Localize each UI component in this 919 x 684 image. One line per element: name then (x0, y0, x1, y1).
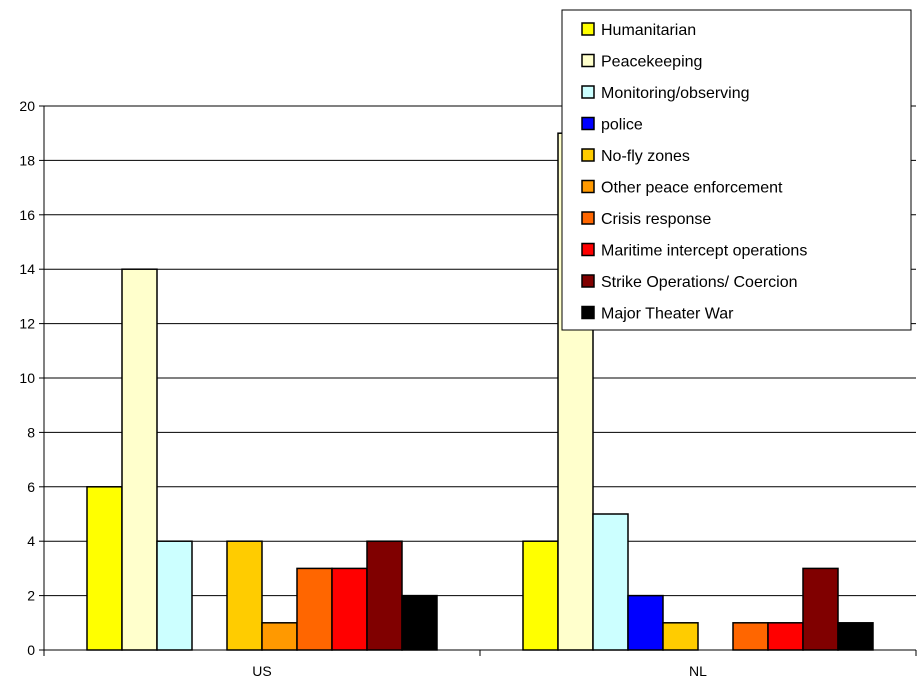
bar (156, 540, 193, 651)
legend-label: Humanitarian (601, 22, 696, 39)
legend-swatch (581, 85, 595, 99)
legend-label: police (601, 117, 643, 134)
y-tick-label: 10 (19, 370, 35, 386)
legend-label: No-fly zones (601, 148, 690, 165)
legend-label: Major Theater War (601, 306, 734, 323)
bars (86, 132, 874, 651)
legend-swatch (581, 53, 595, 68)
x-tick-label: NL (689, 663, 707, 679)
legend-swatch (581, 116, 595, 131)
legend-swatch (581, 179, 595, 194)
x-axis-ticks: US NL (43, 650, 917, 679)
y-tick-label: 18 (19, 152, 35, 168)
legend-swatch (581, 305, 595, 320)
legend-swatch (581, 211, 595, 225)
legend-swatch (581, 274, 595, 288)
y-tick-label: 14 (19, 261, 35, 277)
y-axis-ticks: 0 2 4 6 8 10 12 14 16 18 20 (19, 98, 44, 658)
bar (732, 622, 769, 651)
bar (837, 622, 874, 651)
legend-swatch (581, 148, 595, 162)
y-tick-label: 12 (19, 316, 35, 332)
bar (86, 486, 123, 651)
legend: Humanitarian Peacekeeping Monitoring/obser… (561, 9, 912, 331)
y-tick-label: 2 (27, 588, 35, 604)
bar (802, 567, 839, 651)
legend-swatch (581, 22, 595, 36)
legend-box (561, 9, 912, 331)
bar (261, 622, 298, 651)
y-tick-label: 8 (27, 424, 35, 440)
bar (226, 540, 263, 651)
y-tick-label: 16 (19, 207, 35, 223)
legend-label: Maritime intercept operations (601, 243, 807, 260)
bar (627, 594, 664, 651)
bar (121, 268, 158, 651)
y-tick-label: 4 (27, 533, 35, 549)
legend-label: Peacekeeping (601, 54, 702, 71)
bar (296, 567, 333, 651)
y-tick-label: 0 (27, 642, 35, 658)
y-tick-label: 20 (19, 98, 35, 114)
bar (522, 540, 559, 651)
bar (592, 513, 629, 651)
bar (401, 594, 438, 651)
bar (331, 567, 368, 651)
bar (366, 540, 403, 651)
x-tick-label: US (252, 663, 271, 679)
legend-label: Monitoring/observing (601, 85, 750, 102)
legend-label: Crisis response (601, 211, 711, 228)
legend-label: Other peace enforcement (601, 180, 783, 197)
bar (767, 622, 804, 651)
bar (662, 622, 699, 651)
y-tick-label: 6 (27, 479, 35, 495)
legend-swatch (581, 242, 595, 257)
legend-label: Strike Operations/ Coercion (601, 274, 798, 291)
